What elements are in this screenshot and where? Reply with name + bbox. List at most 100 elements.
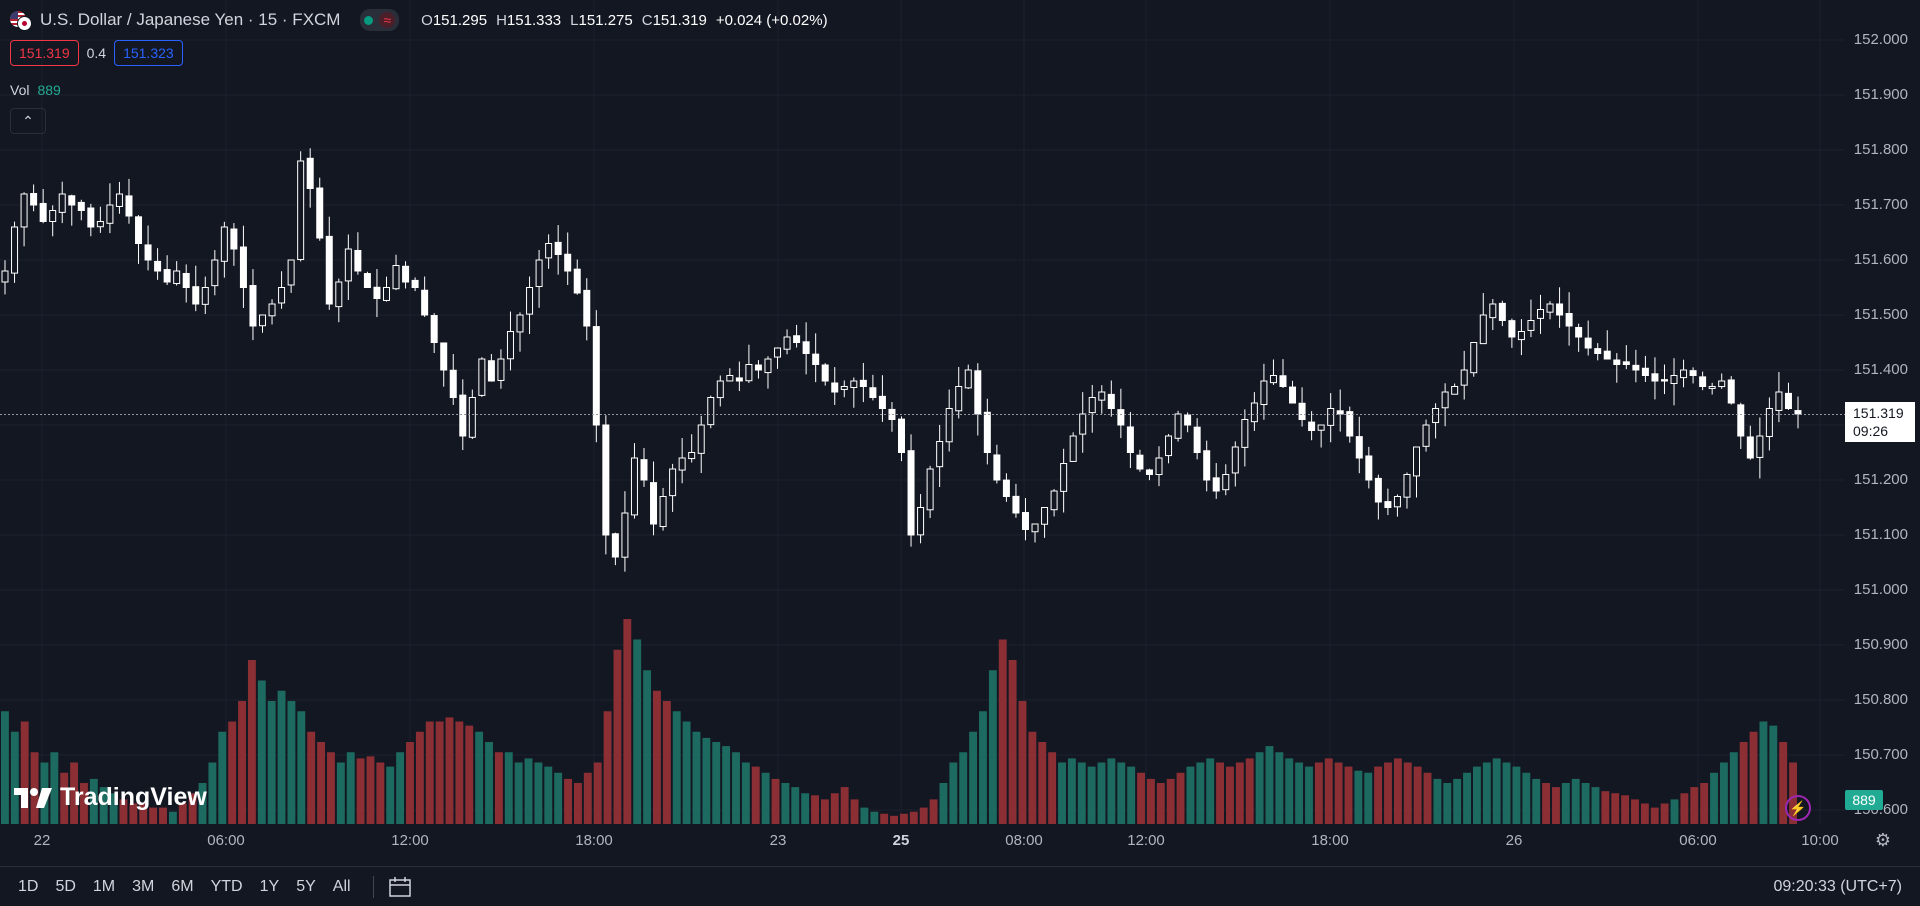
candle (1451, 383, 1459, 395)
candle (421, 276, 429, 317)
candle (1527, 299, 1535, 338)
candle (1708, 382, 1716, 395)
candle (678, 438, 686, 484)
volume-bar (712, 742, 721, 824)
price-change: +0.024 (+0.02%) (715, 11, 828, 29)
volume-legend[interactable]: Vol 889 (10, 82, 61, 98)
volume-bar (573, 783, 582, 824)
range-3m[interactable]: 3M (132, 877, 155, 895)
candle (802, 322, 810, 375)
gear-icon[interactable]: ⚙ (1874, 830, 1892, 850)
volume-bar (1344, 766, 1353, 824)
trade-panel: 151.319 0.4 151.323 (10, 40, 183, 66)
candle (1374, 474, 1382, 520)
volume-bar (1680, 793, 1689, 824)
candle (1689, 367, 1697, 384)
volume-bar (1453, 778, 1462, 824)
candle (49, 205, 57, 237)
candle (564, 232, 572, 285)
candle (402, 261, 410, 289)
volume-bar (415, 731, 424, 824)
collapse-legend-button[interactable]: ⌃ (10, 108, 46, 134)
candle (526, 276, 534, 335)
volume-bar (1512, 766, 1521, 824)
candle (936, 424, 944, 488)
volume-bar (544, 766, 553, 824)
price-tick-label: 150.800 (1853, 691, 1908, 708)
volume-tag: 889 (1845, 790, 1883, 810)
candle (1002, 473, 1010, 502)
tradingview-logo[interactable]: TradingView (14, 783, 207, 812)
sell-button[interactable]: 151.319 (10, 40, 79, 66)
volume-bar (10, 731, 19, 824)
volume-bar (1789, 762, 1797, 824)
range-6m[interactable]: 6M (171, 877, 194, 895)
candle (1622, 345, 1630, 370)
volume-bar (247, 660, 256, 824)
candle (411, 277, 419, 292)
lightning-icon[interactable]: ⚡ (1785, 795, 1811, 821)
candle (1680, 359, 1688, 388)
volume-bar (129, 803, 138, 824)
volume-bar (1492, 758, 1501, 824)
buy-button[interactable]: 151.323 (114, 40, 183, 66)
volume-bar (890, 815, 898, 824)
candle (87, 203, 95, 237)
candle (506, 311, 514, 371)
candle (1012, 483, 1020, 518)
candle (182, 264, 190, 303)
candle (1565, 292, 1573, 346)
volume-bar (1719, 762, 1728, 824)
candle (907, 434, 915, 547)
range-1y[interactable]: 1Y (259, 877, 280, 895)
volume-bar (1324, 758, 1333, 824)
range-all[interactable]: All (332, 877, 351, 895)
volume-bar (267, 701, 276, 824)
candle (1327, 393, 1335, 443)
tradingview-logo-icon (14, 787, 52, 808)
price-tick-label: 152.000 (1853, 31, 1908, 48)
volume-bar (149, 807, 158, 824)
candle (1021, 497, 1029, 541)
candle (669, 463, 677, 512)
calendar-goto-icon[interactable] (388, 876, 414, 898)
time-tick-label: 06:00 (207, 832, 245, 849)
price-axis[interactable]: 152.000 151.900 151.800 151.700 151.600 151.5… (1844, 0, 1920, 824)
price-tick-label: 151.400 (1853, 361, 1908, 378)
candle (1336, 389, 1344, 432)
timezone-clock[interactable]: 09:20:33 (UTC+7) (1773, 877, 1902, 895)
candle (1584, 320, 1592, 356)
brand-name: TradingView (60, 783, 207, 811)
volume-bar (969, 731, 978, 824)
volume-bar (929, 799, 938, 824)
volume-bar (1097, 762, 1106, 824)
time-axis[interactable]: 22 06:00 12:00 18:00 23 25 08:00 12:00 18:00 26 06… (0, 824, 1845, 858)
range-1m[interactable]: 1M (92, 877, 116, 895)
time-tick-label: 26 (1505, 832, 1523, 849)
candle (754, 360, 762, 379)
volume-bar (1759, 721, 1768, 824)
range-ytd[interactable]: YTD (210, 877, 243, 895)
symbol-header[interactable]: U.S. Dollar / Japanese Yen · 15 · FXCM ≈… (10, 8, 828, 32)
volume-bars (1, 619, 1797, 824)
candlesticks (1, 148, 1802, 572)
range-1d[interactable]: 1D (18, 877, 39, 895)
range-5d[interactable]: 5D (55, 877, 76, 895)
volume-bar (870, 811, 879, 824)
market-status-badge[interactable]: ≈ (360, 9, 400, 31)
volume-bar (1542, 783, 1551, 824)
volume-bar (1384, 762, 1392, 824)
candle (192, 265, 200, 312)
range-5y[interactable]: 5Y (296, 877, 316, 895)
candle (478, 357, 486, 397)
candle (154, 248, 162, 280)
candle (917, 494, 925, 544)
candle (545, 234, 553, 269)
symbol-title[interactable]: U.S. Dollar / Japanese Yen · 15 · FXCM (40, 10, 341, 29)
volume-bar (1631, 799, 1639, 824)
candle (220, 221, 228, 278)
volume-bar (238, 701, 246, 824)
usdjpy-flag-icon (10, 9, 32, 31)
volume-bar (494, 752, 503, 824)
